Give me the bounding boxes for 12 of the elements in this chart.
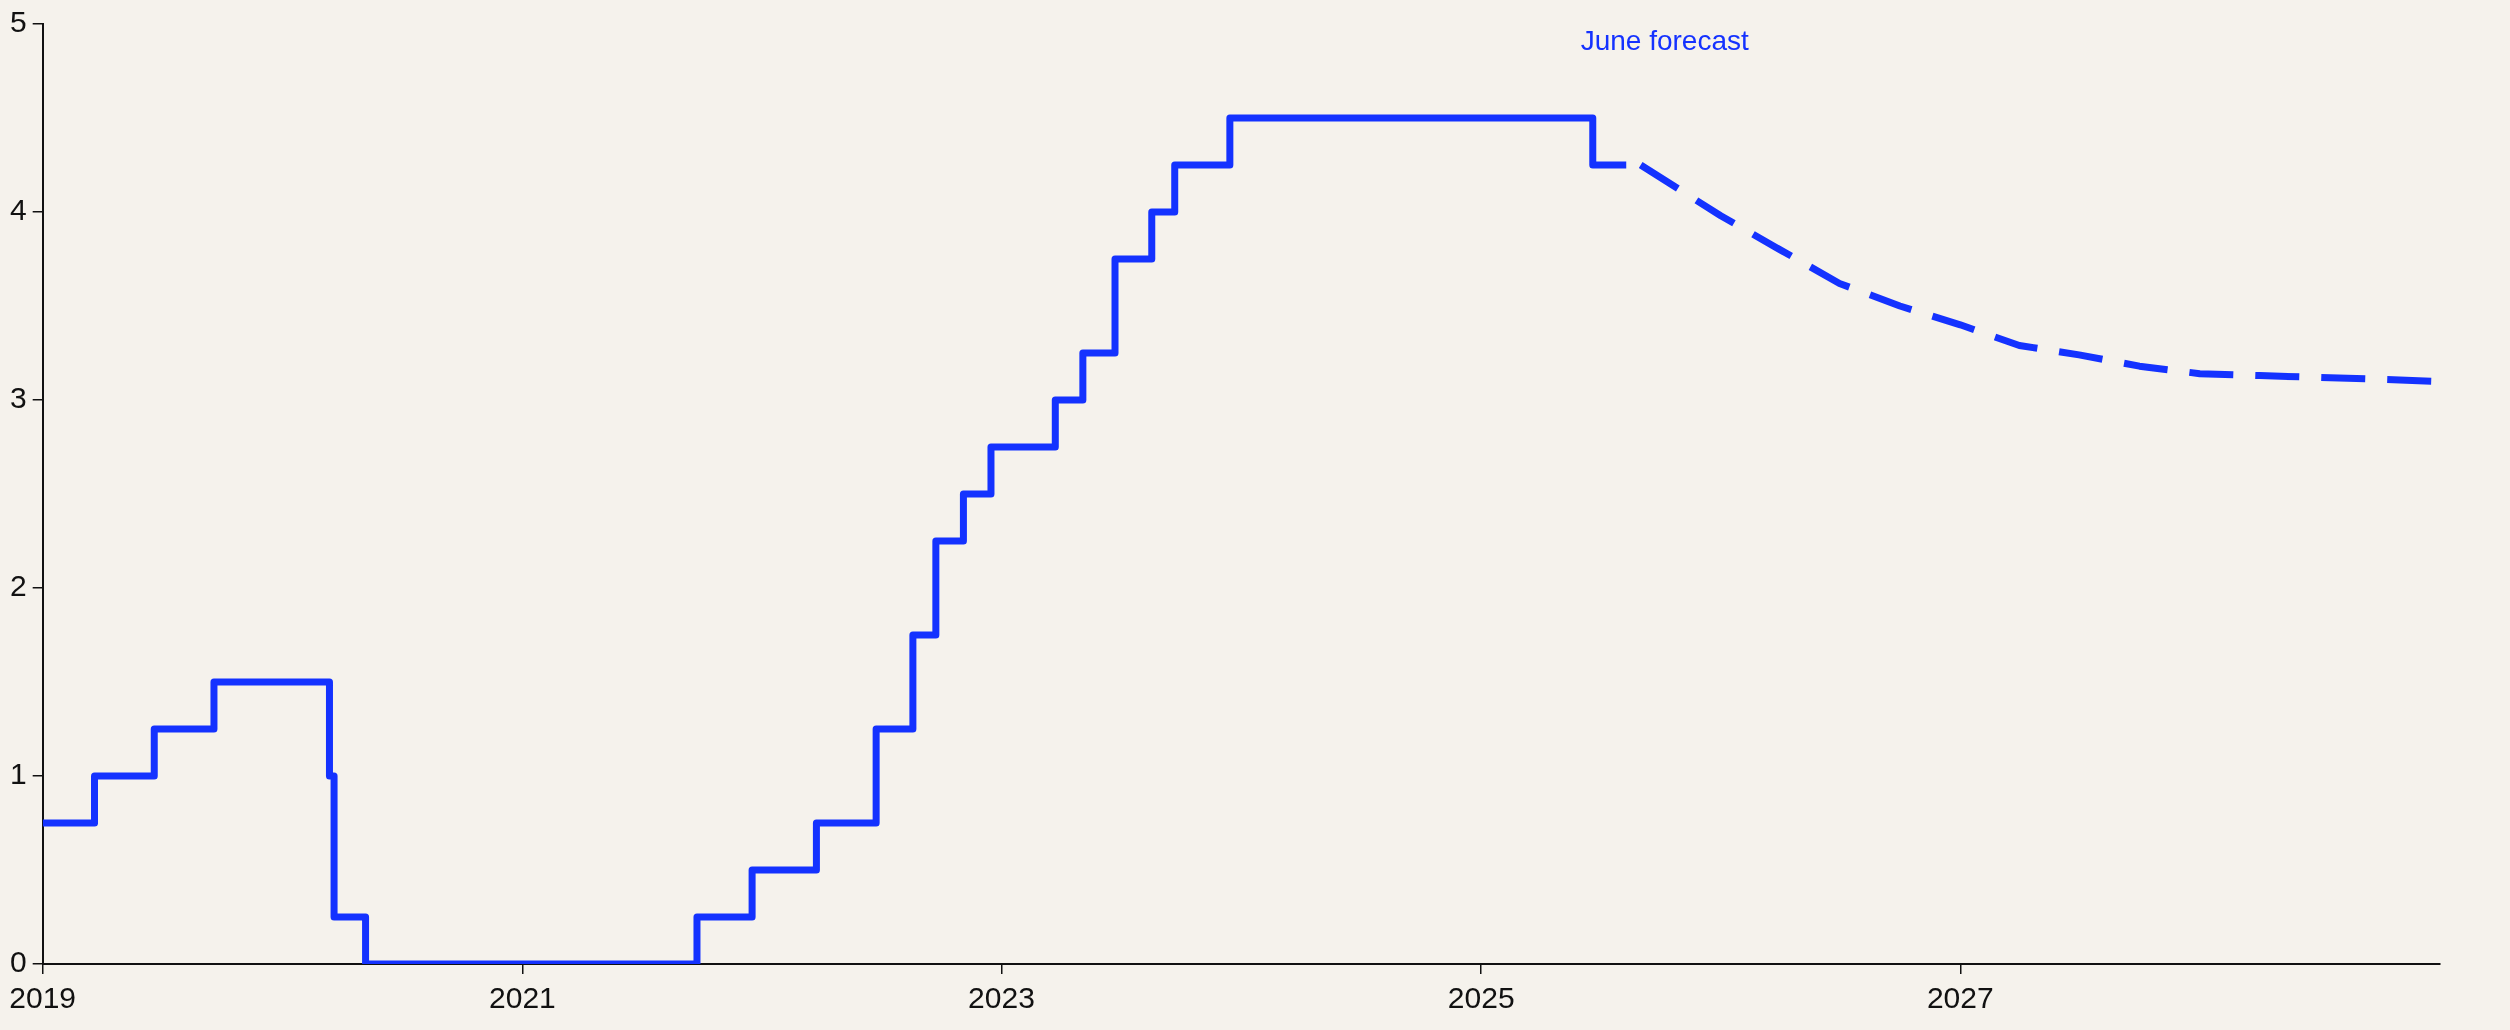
y-tick-label: 3 <box>10 381 27 415</box>
y-tick-label: 1 <box>10 757 27 791</box>
y-tick-label: 0 <box>10 945 27 979</box>
y-tick-label: 2 <box>10 569 27 603</box>
x-tick-label: 2025 <box>1447 981 1515 1015</box>
y-tick-label: 4 <box>10 193 27 227</box>
x-tick-label: 2023 <box>968 981 1035 1015</box>
x-tick-label: 2019 <box>9 981 77 1015</box>
y-tick-label: 5 <box>10 5 27 39</box>
x-tick-label: 2021 <box>489 981 556 1015</box>
text: June forecast <box>1580 24 1749 56</box>
x-tick-label: 2027 <box>1926 981 1994 1015</box>
